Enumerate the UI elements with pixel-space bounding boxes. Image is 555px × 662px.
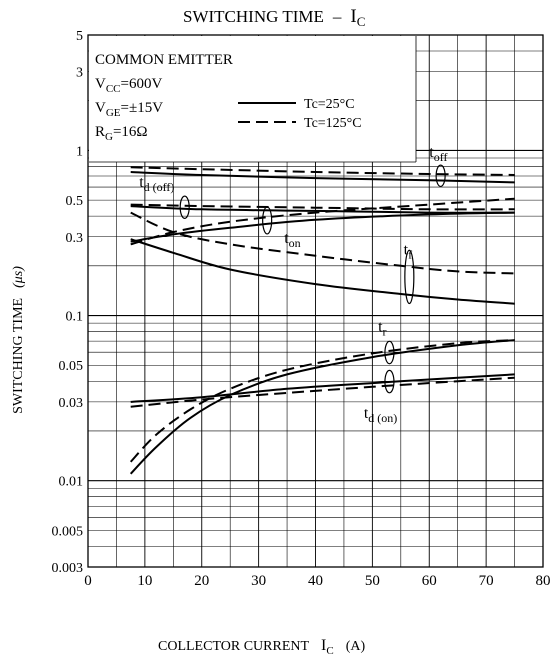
condition-vcc: VCC=600V	[95, 76, 162, 95]
x-tick-label: 30	[251, 573, 266, 589]
y-tick-label: 0.3	[66, 231, 84, 246]
y-tick-label: 0.5	[66, 194, 84, 209]
curve-ton-solid	[130, 211, 515, 243]
label-toff: toff	[429, 144, 447, 164]
curves	[129, 166, 515, 475]
plot-frame	[87, 34, 544, 568]
condition-vge: VGE=±15V	[95, 100, 163, 119]
curve-toff-dashed	[130, 166, 515, 176]
x-tick-label: 70	[479, 573, 494, 589]
y-tick-label: 0.005	[52, 524, 84, 539]
marker-tr	[384, 340, 395, 365]
x-tick-label: 80	[536, 573, 551, 589]
y-tick-label: 0.1	[66, 310, 84, 325]
x-tick-label: 50	[365, 573, 380, 589]
label-tdon: td (on)	[364, 405, 397, 425]
y-axis-label: SWITCHING TIME(μs)	[11, 266, 26, 414]
curve-tdon-dashed	[130, 376, 515, 408]
y-tick-label: 0.003	[52, 561, 84, 576]
tick-labels: 0 10 20 30 40 50 60 70 80 0.003 0.005 0.01 0.03 0.05 0…	[52, 29, 551, 589]
marker-tf	[404, 249, 415, 305]
label-tr: tr	[378, 319, 386, 339]
curve-toff-solid	[130, 171, 515, 184]
conditions-box	[89, 36, 416, 162]
y-tick-label: 3	[76, 66, 83, 81]
condition-common-emitter: COMMON EMITTER	[95, 52, 233, 68]
x-tick-label: 40	[308, 573, 323, 589]
legend-label-25c: Tc=25°C	[304, 97, 355, 112]
label-tdoff: td (off)	[139, 174, 174, 194]
curve-tf-dashed	[130, 211, 515, 275]
curve-tdon-solid	[130, 373, 515, 403]
y-tick-label: 0.01	[59, 475, 84, 490]
marker-ton	[262, 206, 273, 235]
x-tick-label: 10	[137, 573, 152, 589]
legend-label-125c: Tc=125°C	[304, 116, 362, 131]
y-tick-label: 1	[76, 144, 83, 159]
x-tick-label: 0	[84, 573, 92, 589]
curve-tf-solid	[130, 238, 515, 305]
curve-annotations: toff td (off) ton tf tr td (on)	[139, 144, 447, 425]
y-tick-label: 0.03	[59, 396, 84, 411]
curve-tr-dashed	[129, 339, 515, 463]
curve-tr-solid	[129, 339, 515, 475]
x-axis-label: COLLECTOR CURRENT IC (A)	[158, 637, 365, 657]
chart-title: SWITCHING TIME – IC	[183, 6, 365, 29]
y-tick-label: 0.05	[59, 359, 84, 374]
y-tick-label: 5	[76, 29, 83, 44]
x-tick-label: 20	[194, 573, 209, 589]
marker-tdoff	[179, 195, 190, 219]
marker-toff	[435, 164, 446, 188]
x-tick-label: 60	[422, 573, 437, 589]
marker-tdon	[384, 369, 395, 394]
label-ton: ton	[284, 230, 300, 250]
label-tf: tf	[404, 241, 412, 261]
condition-rg: RG=16Ω	[95, 124, 148, 143]
curve-tdoff-dashed	[130, 203, 515, 211]
